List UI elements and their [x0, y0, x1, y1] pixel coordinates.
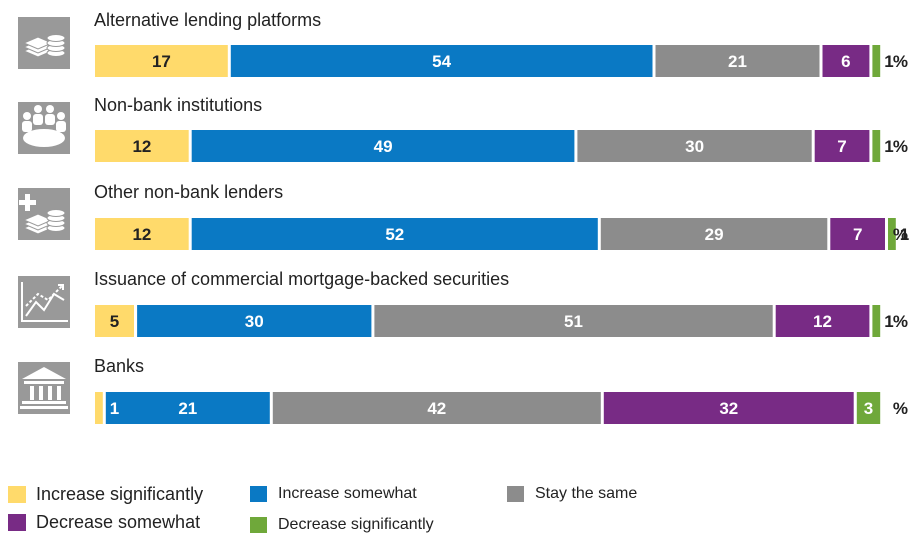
data-label: 30 — [685, 137, 704, 156]
legend-label: Increase significantly — [36, 484, 204, 504]
unit-label: % — [893, 312, 908, 331]
bar-segment — [272, 392, 601, 424]
data-label: 32 — [719, 399, 738, 418]
unit-label: % — [893, 137, 908, 156]
data-label: 30 — [245, 312, 264, 331]
bar-segment — [872, 130, 881, 162]
data-label: 29 — [705, 225, 724, 244]
data-label: 1 — [884, 52, 893, 71]
legend-item-increase-somewhat: Increase somewhat — [250, 485, 417, 503]
data-label: 7 — [853, 225, 862, 244]
bar-segment — [95, 305, 134, 337]
legend-label: Increase somewhat — [278, 485, 417, 502]
bar-segment — [888, 218, 896, 250]
data-label: 17 — [152, 52, 171, 71]
data-label: 52 — [385, 225, 404, 244]
bar-segment — [137, 305, 372, 337]
coins-stack-icon — [18, 17, 70, 69]
data-label: 1 — [884, 137, 893, 156]
unit-label: % — [893, 225, 908, 244]
legend-label: Decrease somewhat — [36, 512, 201, 532]
data-label: 5 — [110, 312, 119, 331]
data-label: 51 — [564, 312, 583, 331]
bar-segment — [655, 45, 820, 77]
data-label: 12 — [132, 225, 151, 244]
people-meeting-icon — [18, 102, 70, 154]
legend-item-stay-the-same: Stay the same — [507, 485, 637, 503]
legend-swatch-yellow — [8, 486, 26, 503]
data-label: 21 — [728, 52, 747, 71]
bar-segment — [230, 45, 653, 77]
bar-segment — [775, 305, 870, 337]
bar-segment — [191, 218, 598, 250]
bar-segment — [191, 130, 575, 162]
legend-item-increase-significantly: Increase significantly — [8, 484, 203, 505]
bar-segment — [95, 45, 228, 77]
bar-segment — [95, 218, 189, 250]
data-label: 7 — [837, 137, 846, 156]
bar-segment — [872, 305, 881, 337]
data-label: 12 — [132, 137, 151, 156]
legend-label: Decrease significantly — [278, 516, 434, 533]
bar-segment — [577, 130, 812, 162]
category-label: Alternative lending platforms — [94, 10, 321, 30]
line-chart-icon — [18, 276, 70, 328]
bar-segment — [105, 392, 270, 424]
plus-coins-icon — [18, 188, 70, 240]
data-label: 42 — [427, 399, 446, 418]
bar-segment — [374, 305, 773, 337]
bank-building-icon — [18, 362, 70, 414]
unit-label: % — [893, 52, 908, 71]
bar-segment — [603, 392, 854, 424]
data-label: 12 — [813, 312, 832, 331]
bar-segment — [830, 218, 885, 250]
legend-swatch-blue — [250, 486, 267, 502]
legend-swatch-green — [250, 517, 267, 533]
category-label: Issuance of commercial mortgage-backed s… — [94, 269, 509, 289]
bar-segment — [95, 392, 103, 424]
legend-item-decrease-significantly: Decrease significantly — [250, 516, 434, 534]
bar-segment — [600, 218, 828, 250]
category-label: Banks — [94, 356, 144, 376]
bar-segment — [822, 45, 870, 77]
bar-segment — [814, 130, 870, 162]
category-label: Other non-bank lenders — [94, 182, 283, 202]
unit-label: % — [893, 399, 908, 418]
data-label: 49 — [374, 137, 393, 156]
legend-label: Stay the same — [535, 485, 638, 502]
bar-segment — [872, 45, 881, 77]
legend-item-decrease-somewhat: Decrease somewhat — [8, 512, 200, 533]
legend-swatch-purple — [8, 514, 26, 531]
legend-swatch-gray — [507, 486, 524, 502]
data-label: 1 — [900, 225, 909, 244]
bar-segment — [856, 392, 881, 424]
category-label: Non-bank institutions — [94, 95, 262, 115]
data-label: 6 — [841, 52, 850, 71]
data-label: 3 — [864, 399, 873, 418]
data-label: 1 — [884, 312, 893, 331]
data-label: 54 — [432, 52, 451, 71]
bar-segment — [95, 130, 189, 162]
legend: Increase significantly Increase somewhat… — [8, 484, 913, 535]
data-label: 1 21 — [110, 399, 197, 418]
